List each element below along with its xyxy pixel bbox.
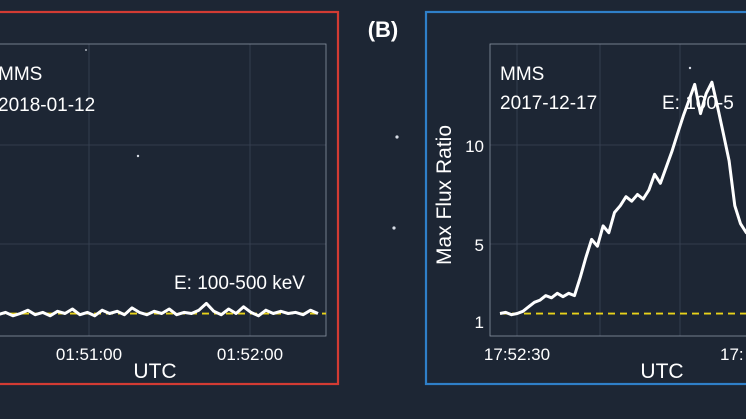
panel-b-grid: [490, 44, 746, 336]
panel-b-frame: [424, 10, 746, 386]
star-dot: [688, 66, 692, 70]
panel-a: MMS 2018-01-12 E: 100-500 keV 01:51:00 0…: [0, 10, 340, 386]
panel-b-ytick-10: 10: [465, 137, 484, 156]
panel-a-xtick-1: 01:52:00: [217, 345, 283, 364]
panel-a-grid: [0, 44, 326, 336]
panel-b-letter: (B): [368, 17, 399, 42]
panel-a-xtick-0: 01:51:00: [56, 345, 122, 364]
panel-b: MMS 2017-12-17 E: 100-5 1 5 10 Max Flux …: [424, 10, 746, 386]
panel-b-ytick-1: 1: [475, 313, 484, 332]
panel-b-ytick-5: 5: [475, 236, 484, 255]
star-dot: [85, 49, 87, 51]
panel-b-xtick-1: 17:: [720, 345, 744, 364]
panel-a-energy-label: E: 100-500 keV: [174, 273, 305, 294]
panel-a-xlabel: UTC: [133, 360, 176, 383]
panel-b-flux-line: [499, 80, 746, 317]
panel-b-ylabel: Max Flux Ratio: [433, 125, 456, 265]
panel-b-xlabel: UTC: [640, 360, 683, 383]
panel-a-plot-area: [0, 43, 327, 337]
star-dot: [392, 226, 396, 230]
panel-b-date-label: 2017-12-17: [500, 93, 597, 114]
panel-a-date-label: 2018-01-12: [0, 95, 95, 116]
star-dot: [395, 135, 399, 139]
panel-b-xtick-0: 17:52:30: [484, 345, 550, 364]
background-stars: [85, 49, 692, 230]
panel-a-frame: [0, 10, 340, 386]
star-dot: [136, 154, 140, 158]
panel-b-mission-label: MMS: [500, 64, 544, 85]
panel-a-flux-line: [0, 301, 319, 318]
panel-b-energy-label: E: 100-5: [662, 93, 734, 114]
panel-a-mission-label: MMS: [0, 64, 42, 85]
panel-b-plot-area: [489, 43, 746, 337]
